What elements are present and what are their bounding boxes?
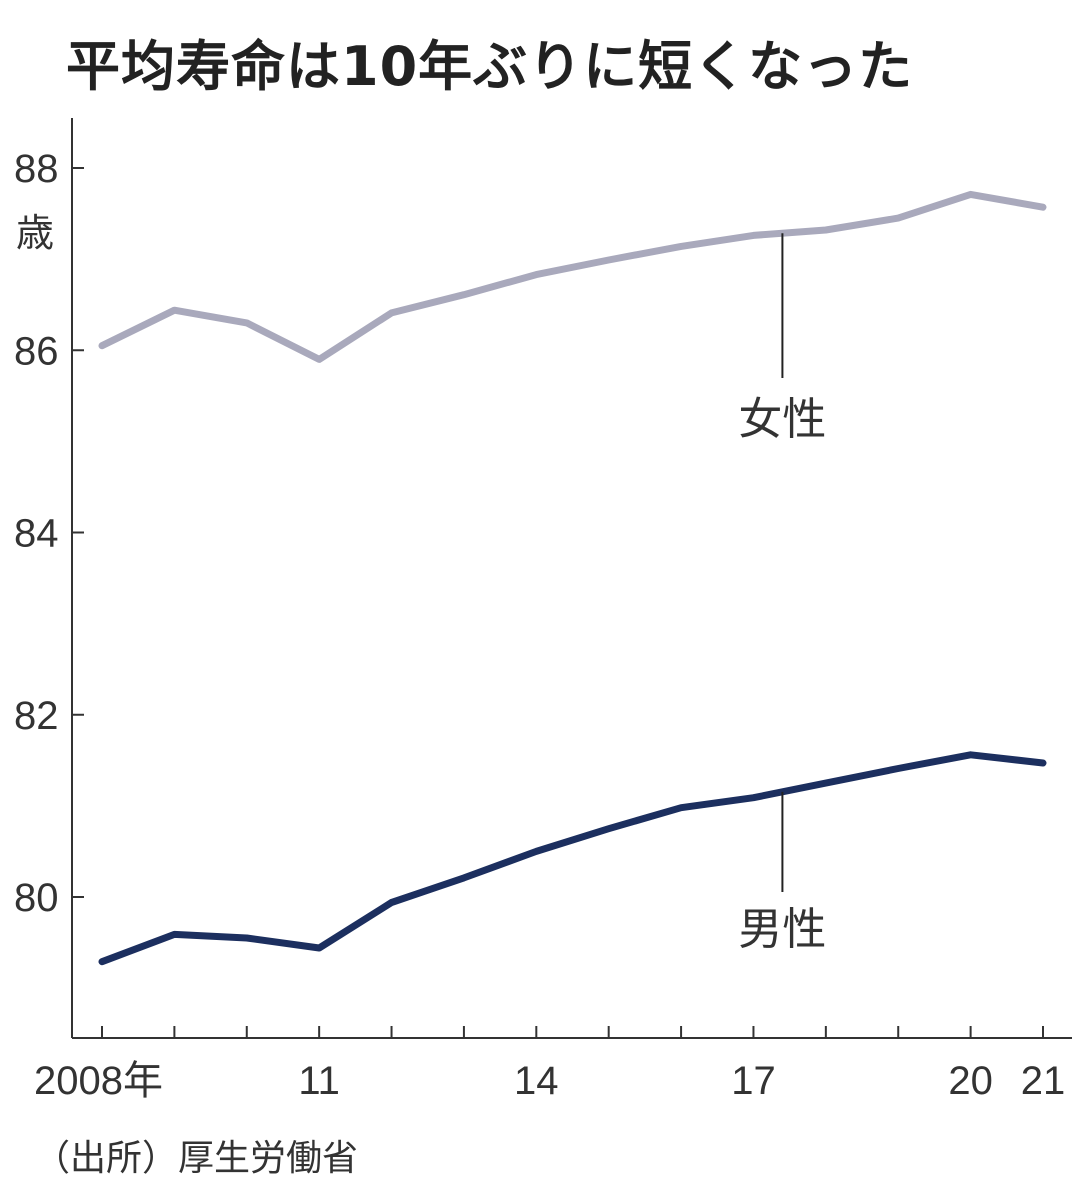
x-tick-label: 14 (514, 1059, 559, 1103)
series-lines (98, 190, 1047, 966)
source-note: （出所）厚生労働省 (34, 1138, 358, 1179)
y-tick-label: 88 (14, 147, 59, 191)
axes (71, 118, 1072, 1039)
series-label: 女性 (738, 394, 826, 445)
x-tick-label: 17 (731, 1059, 776, 1103)
y-tick-label: 84 (14, 512, 59, 556)
chart-title: 平均寿命は10年ぶりに短くなった (66, 35, 914, 98)
x-tick-label: 20 (948, 1059, 993, 1103)
series-line (98, 190, 1047, 363)
y-tick-label: 86 (14, 329, 59, 373)
y-tick-label: 82 (14, 694, 59, 738)
y-tick-label: 80 (14, 876, 59, 920)
y-axis-unit-label: 歳 (16, 211, 54, 255)
series-label: 男性 (738, 904, 826, 955)
x-axis-ticks: 2008年 11 14 17 20 21 (34, 1026, 1065, 1103)
y-axis-ticks: 80 82 84 86 88 (14, 147, 84, 920)
x-tick-label: 2008年 (34, 1059, 163, 1103)
x-tick-label: 21 (1021, 1059, 1066, 1103)
x-tick-label: 11 (298, 1059, 340, 1103)
series-line (98, 751, 1047, 966)
